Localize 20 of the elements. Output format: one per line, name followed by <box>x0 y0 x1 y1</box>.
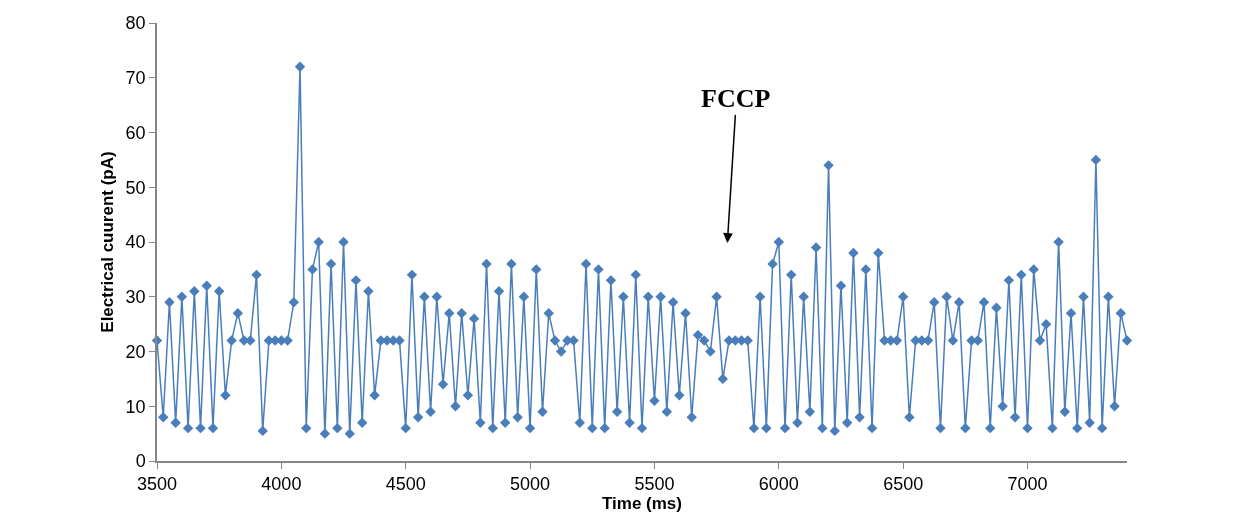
x-tick-label: 5500 <box>634 474 675 495</box>
x-tick-label: 3500 <box>136 474 178 495</box>
y-axis-title: Electrical cuurent (pA) <box>97 151 117 333</box>
x-tick-label: 7000 <box>1007 474 1048 495</box>
x-tick-label: 4000 <box>261 474 302 495</box>
y-tick-label: 20 <box>125 341 146 362</box>
annotation: FCCP <box>701 84 771 113</box>
y-tick-label: 30 <box>125 287 146 308</box>
y-tick-label: 80 <box>125 13 146 34</box>
x-axis-title: Time (ms) <box>602 494 682 514</box>
y-tick-label: 70 <box>125 68 146 89</box>
y-tick-label: 50 <box>125 177 146 198</box>
y-tick-label: 60 <box>125 122 146 143</box>
x-tick-label: 4500 <box>385 474 426 495</box>
y-tick-label: 10 <box>125 396 146 417</box>
y-tick-label: 0 <box>135 451 146 472</box>
x-tick-label: 5000 <box>510 474 551 495</box>
x-tick-label: 6500 <box>883 474 924 495</box>
y-tick-label: 40 <box>125 232 146 253</box>
x-tick-label: 6000 <box>758 474 799 495</box>
